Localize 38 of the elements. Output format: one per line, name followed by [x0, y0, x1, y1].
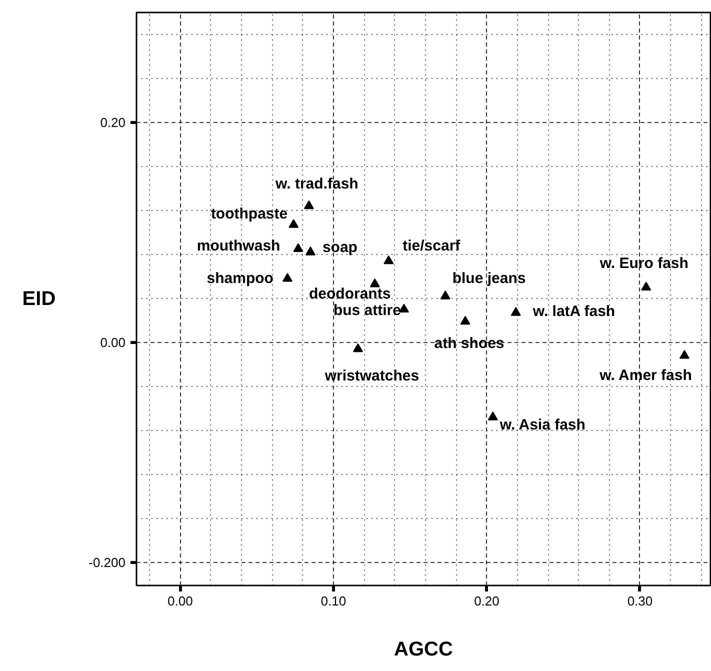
point [440, 290, 450, 300]
y-axis-title: EID [22, 288, 56, 310]
point [370, 278, 380, 288]
point [384, 255, 394, 264]
point [641, 282, 652, 291]
x-tick-label: 0.00 [168, 594, 193, 608]
point [304, 200, 314, 210]
point [510, 307, 521, 316]
x-axis-title: AGCC [394, 638, 453, 660]
series-label: w. Euro fash [598, 254, 688, 272]
point [352, 343, 363, 352]
series-label: w. latA fash [532, 303, 616, 320]
series-label: soap [322, 238, 358, 256]
series-label: toothpaste [210, 205, 288, 222]
x-tick-label: 0.20 [474, 594, 500, 608]
point [282, 272, 292, 282]
y-tick-label: -0.200 [88, 554, 126, 570]
y-tick-label: 0.00 [100, 334, 126, 350]
point [305, 246, 316, 256]
point [288, 219, 299, 228]
series-label: w. Asia fash [498, 416, 586, 434]
series-label: ath shoes [434, 335, 504, 352]
series-label: tie/scarf [402, 238, 462, 255]
series-label: wristwatches [324, 368, 420, 385]
series-label: bus attire [333, 302, 401, 319]
series-label: w. trad.fash [274, 176, 358, 193]
series-label: blue jeans [452, 270, 526, 287]
series-label: shampoo [206, 270, 274, 288]
series-label: deodorants [309, 286, 391, 303]
point [293, 243, 304, 252]
series-label: w. Amer fash [598, 367, 692, 384]
point [488, 412, 498, 420]
x-tick-label: 0.30 [627, 594, 653, 608]
x-tick-label: 0.10 [320, 594, 346, 608]
point [460, 316, 470, 325]
y-tick-label: 0.20 [100, 114, 126, 130]
point [679, 350, 690, 359]
series-label: mouthwash [196, 237, 280, 254]
